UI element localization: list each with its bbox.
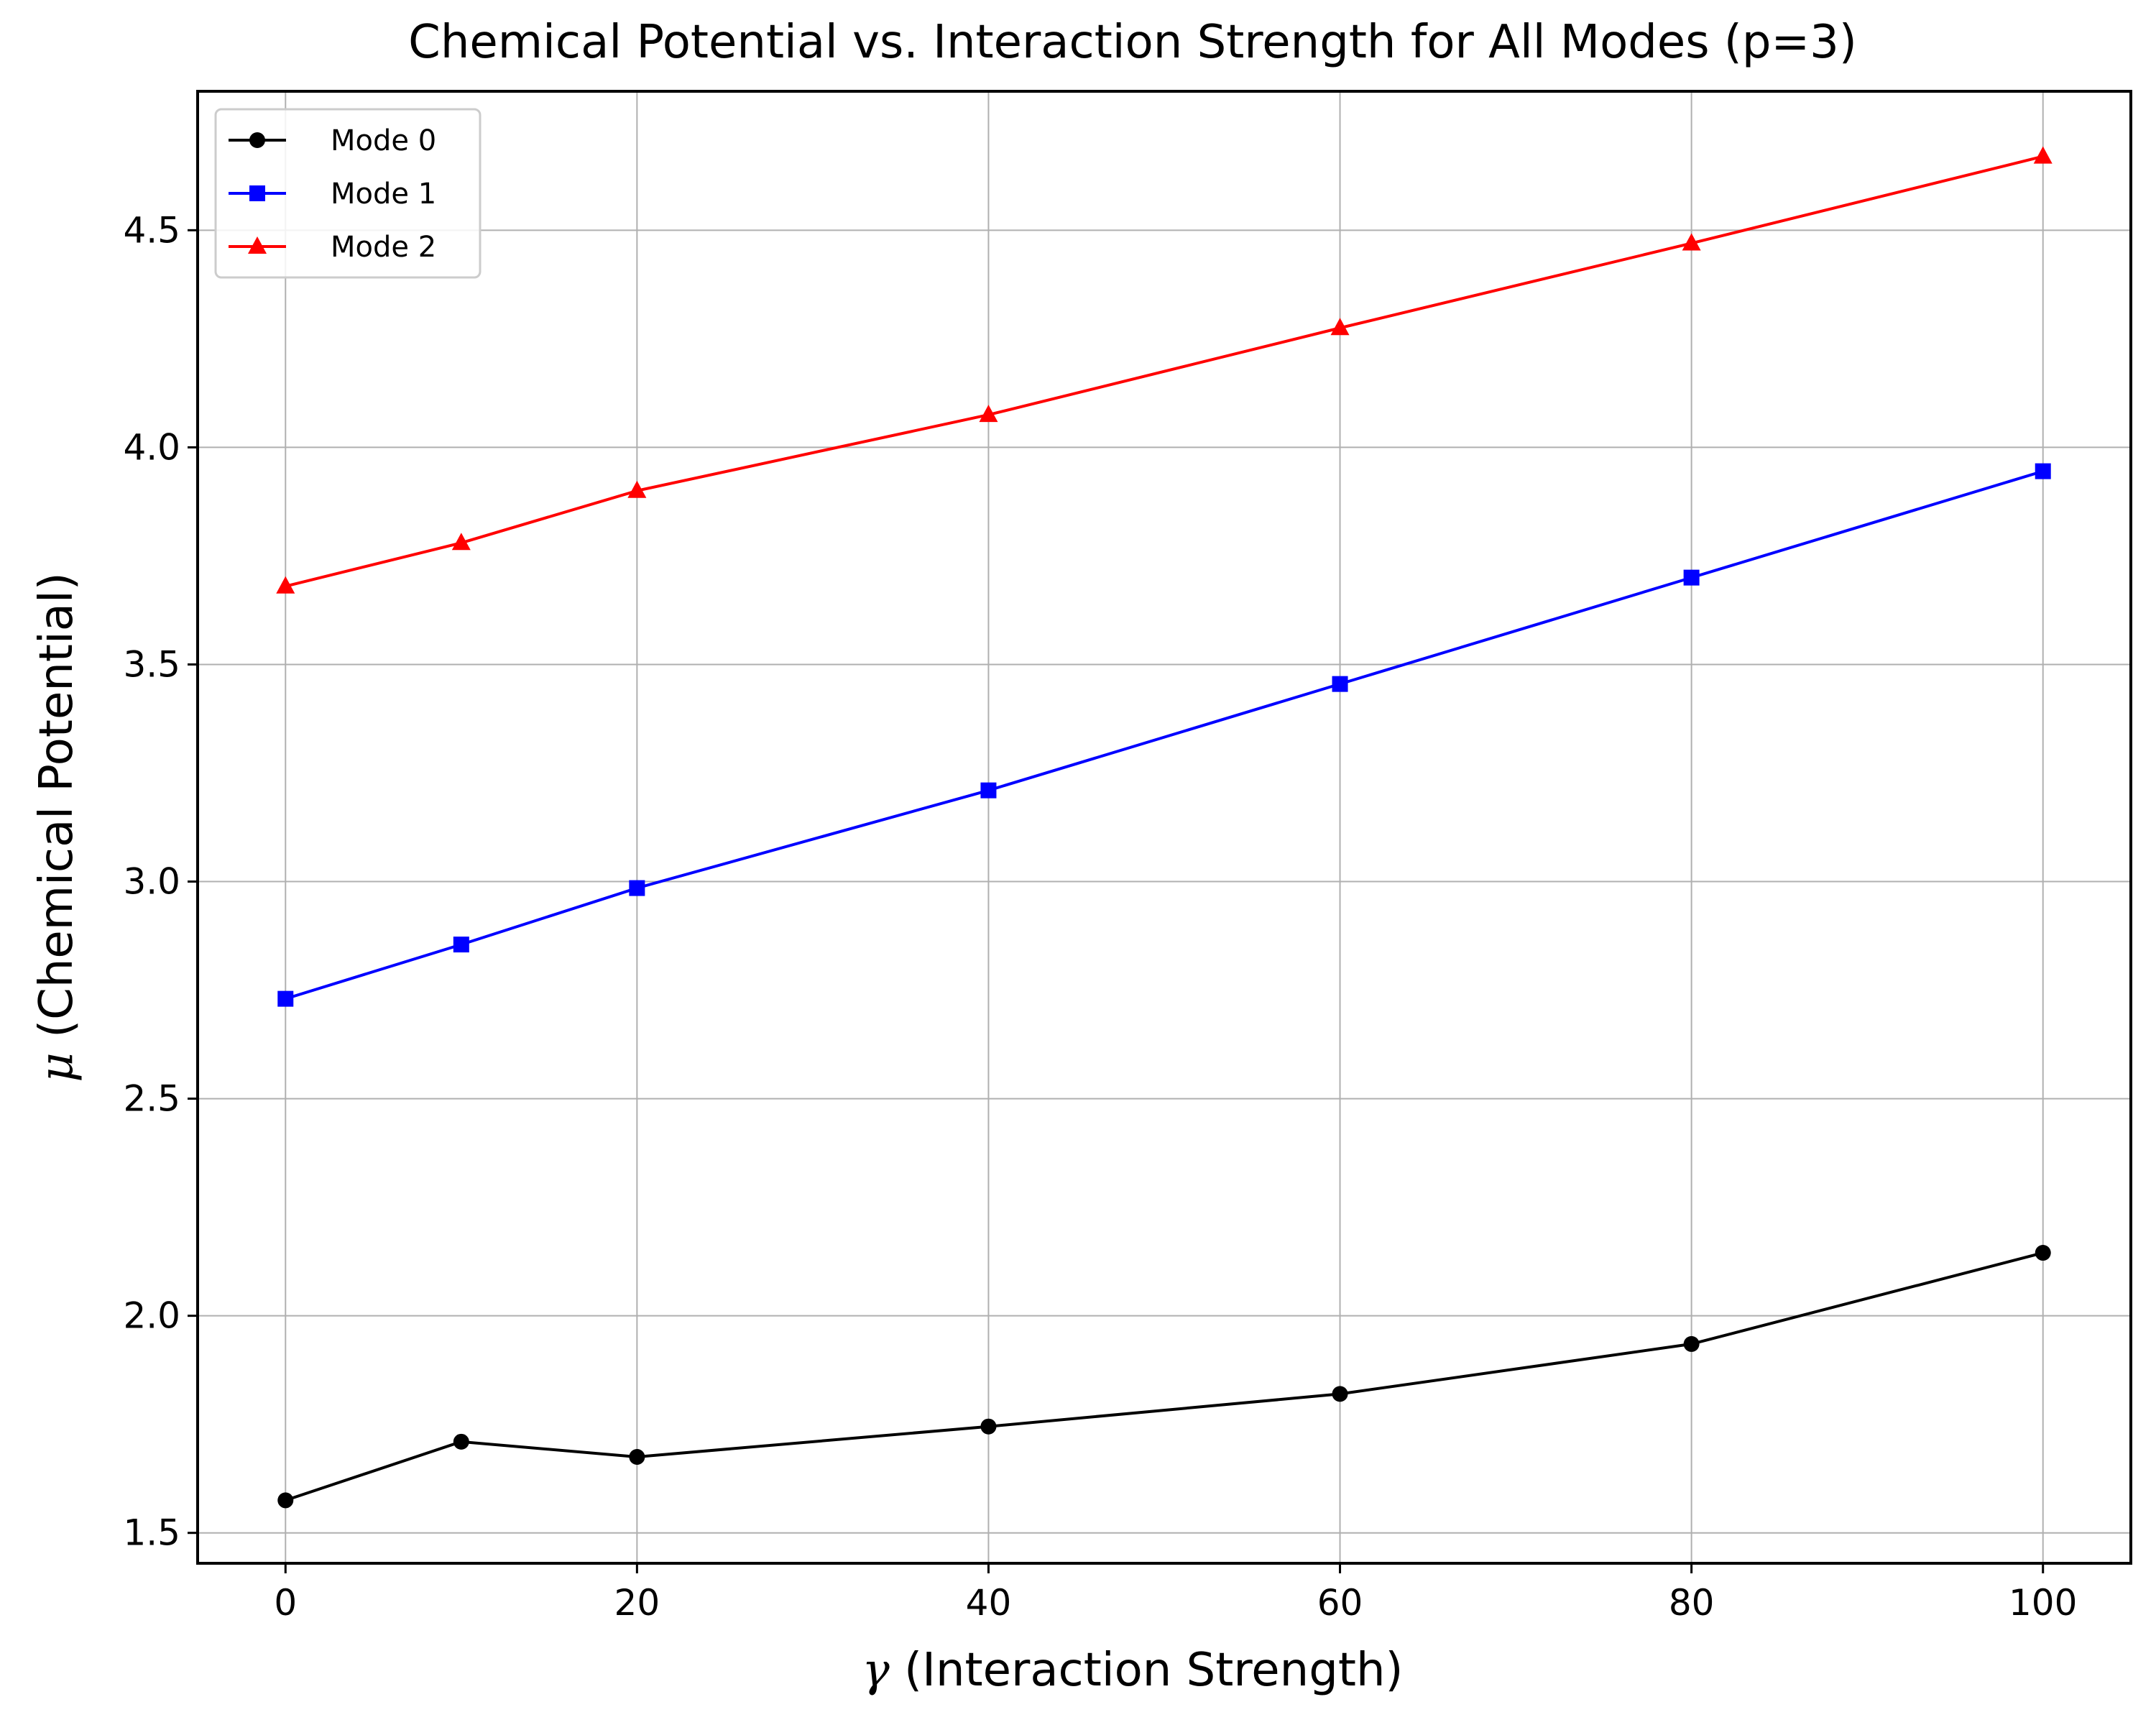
data-point — [627, 480, 647, 498]
plot-frame — [196, 90, 2132, 1565]
x-tick-label: 60 — [1317, 1582, 1363, 1624]
series-0 — [277, 1245, 2051, 1509]
y-tick-label: 4.0 — [123, 426, 180, 468]
data-point — [629, 880, 645, 896]
y-axis-symbol: μ — [30, 1052, 83, 1082]
legend: Mode 0 Mode 1 Mode 2 — [214, 108, 482, 279]
x-tick-label: 0 — [274, 1582, 297, 1624]
data-point — [451, 533, 471, 551]
series-2 — [276, 146, 2053, 594]
legend-box — [214, 108, 482, 279]
data-point — [1683, 1335, 1700, 1352]
x-axis-symbol: γ — [862, 1644, 890, 1697]
data-point — [453, 937, 469, 953]
legend-label: Mode 2 — [331, 231, 436, 264]
series-line — [285, 469, 2044, 1000]
series-layer — [276, 146, 2053, 1509]
data-point — [1332, 1386, 1348, 1402]
x-axis-text: (Interaction Strength) — [890, 1644, 1404, 1697]
y-tick-label: 2.0 — [123, 1295, 180, 1337]
y-ticks: 1.5 2.0 2.5 3.0 3.5 4.0 4.5 — [123, 209, 198, 1554]
data-point — [453, 1433, 469, 1450]
series-line — [285, 155, 2044, 588]
legend-item: Mode 2 — [229, 231, 436, 264]
data-point — [1332, 676, 1348, 692]
y-axis-label: μ (Chemical Potential) — [30, 572, 83, 1082]
data-point — [980, 782, 997, 799]
x-tick-label: 40 — [966, 1582, 1012, 1624]
x-tick-label: 80 — [1669, 1582, 1715, 1624]
data-point — [629, 1448, 645, 1465]
x-axis-label: γ (Interaction Strength) — [862, 1644, 1404, 1697]
series-line — [285, 1251, 2044, 1502]
legend-marker — [249, 132, 265, 148]
x-tick-label: 100 — [2009, 1582, 2077, 1624]
data-point — [2033, 146, 2053, 164]
legend-item: Mode 0 — [229, 124, 436, 157]
chart-title: Chemical Potential vs. Interaction Stren… — [408, 16, 1857, 69]
legend-marker — [248, 236, 267, 254]
y-tick-label: 3.5 — [123, 643, 180, 685]
grid — [198, 91, 2131, 1563]
y-tick-label: 2.5 — [123, 1078, 180, 1120]
data-point — [1330, 318, 1350, 336]
data-point — [277, 1492, 294, 1509]
y-tick-label: 4.5 — [123, 209, 180, 251]
legend-label: Mode 0 — [331, 124, 436, 157]
legend-items: Mode 0 Mode 1 Mode 2 — [229, 124, 436, 264]
x-tick-label: 20 — [614, 1582, 660, 1624]
y-axis-text: (Chemical Potential) — [30, 572, 83, 1052]
legend-label: Mode 1 — [331, 178, 436, 211]
legend-marker — [249, 185, 265, 201]
y-tick-label: 3.0 — [123, 861, 180, 903]
series-1 — [277, 463, 2051, 1007]
y-tick-label: 1.5 — [123, 1512, 180, 1554]
data-point — [2035, 463, 2051, 479]
data-point — [980, 1418, 997, 1435]
data-point — [979, 405, 998, 423]
data-point — [276, 576, 295, 594]
data-point — [1682, 233, 1701, 251]
x-ticks: 0 20 40 60 80 100 — [274, 1563, 2077, 1624]
data-point — [2035, 1245, 2051, 1261]
data-point — [277, 990, 294, 1007]
legend-item: Mode 1 — [229, 178, 436, 211]
data-point — [1683, 569, 1700, 586]
